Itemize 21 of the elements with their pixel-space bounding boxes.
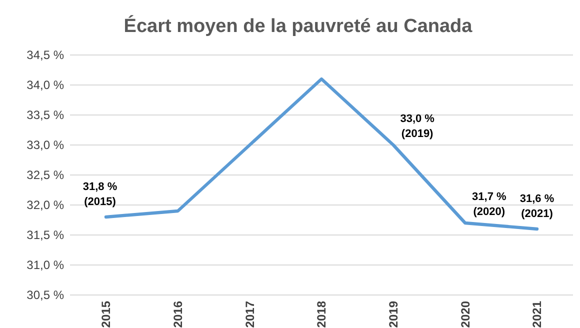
y-tick-label: 31,5 % bbox=[26, 228, 64, 242]
annotation: 31,8 % (2015) bbox=[82, 181, 118, 208]
y-tick-label: 32,5 % bbox=[26, 168, 64, 182]
y-tick-label: 33,5 % bbox=[26, 108, 64, 122]
x-tick-label: 2018 bbox=[314, 300, 329, 328]
x-tick-label: 2016 bbox=[171, 300, 186, 328]
y-tick-label: 33,0 % bbox=[26, 138, 64, 152]
x-tick-label: 2015 bbox=[99, 300, 114, 328]
annotation: 31,6 % (2021) bbox=[520, 193, 554, 220]
x-tick-label: 2019 bbox=[386, 300, 401, 328]
annotation: 31,7 % (2020) bbox=[472, 191, 507, 218]
annotation: 33,0 % (2019) bbox=[400, 113, 435, 140]
x-tick-label: 2021 bbox=[530, 300, 544, 328]
y-tick-label: 31,0 % bbox=[26, 258, 64, 272]
y-tick-label: 34,5 % bbox=[26, 48, 64, 62]
y-tick-label: 34,0 % bbox=[26, 78, 64, 92]
x-tick-label: 2017 bbox=[242, 300, 257, 328]
y-tick-label: 32,0 % bbox=[26, 198, 64, 212]
y-tick-label: 30,5 % bbox=[26, 288, 64, 302]
x-tick-label: 2020 bbox=[458, 300, 472, 328]
chart-title: Écart moyen de la pauvreté au Canada bbox=[124, 15, 473, 37]
